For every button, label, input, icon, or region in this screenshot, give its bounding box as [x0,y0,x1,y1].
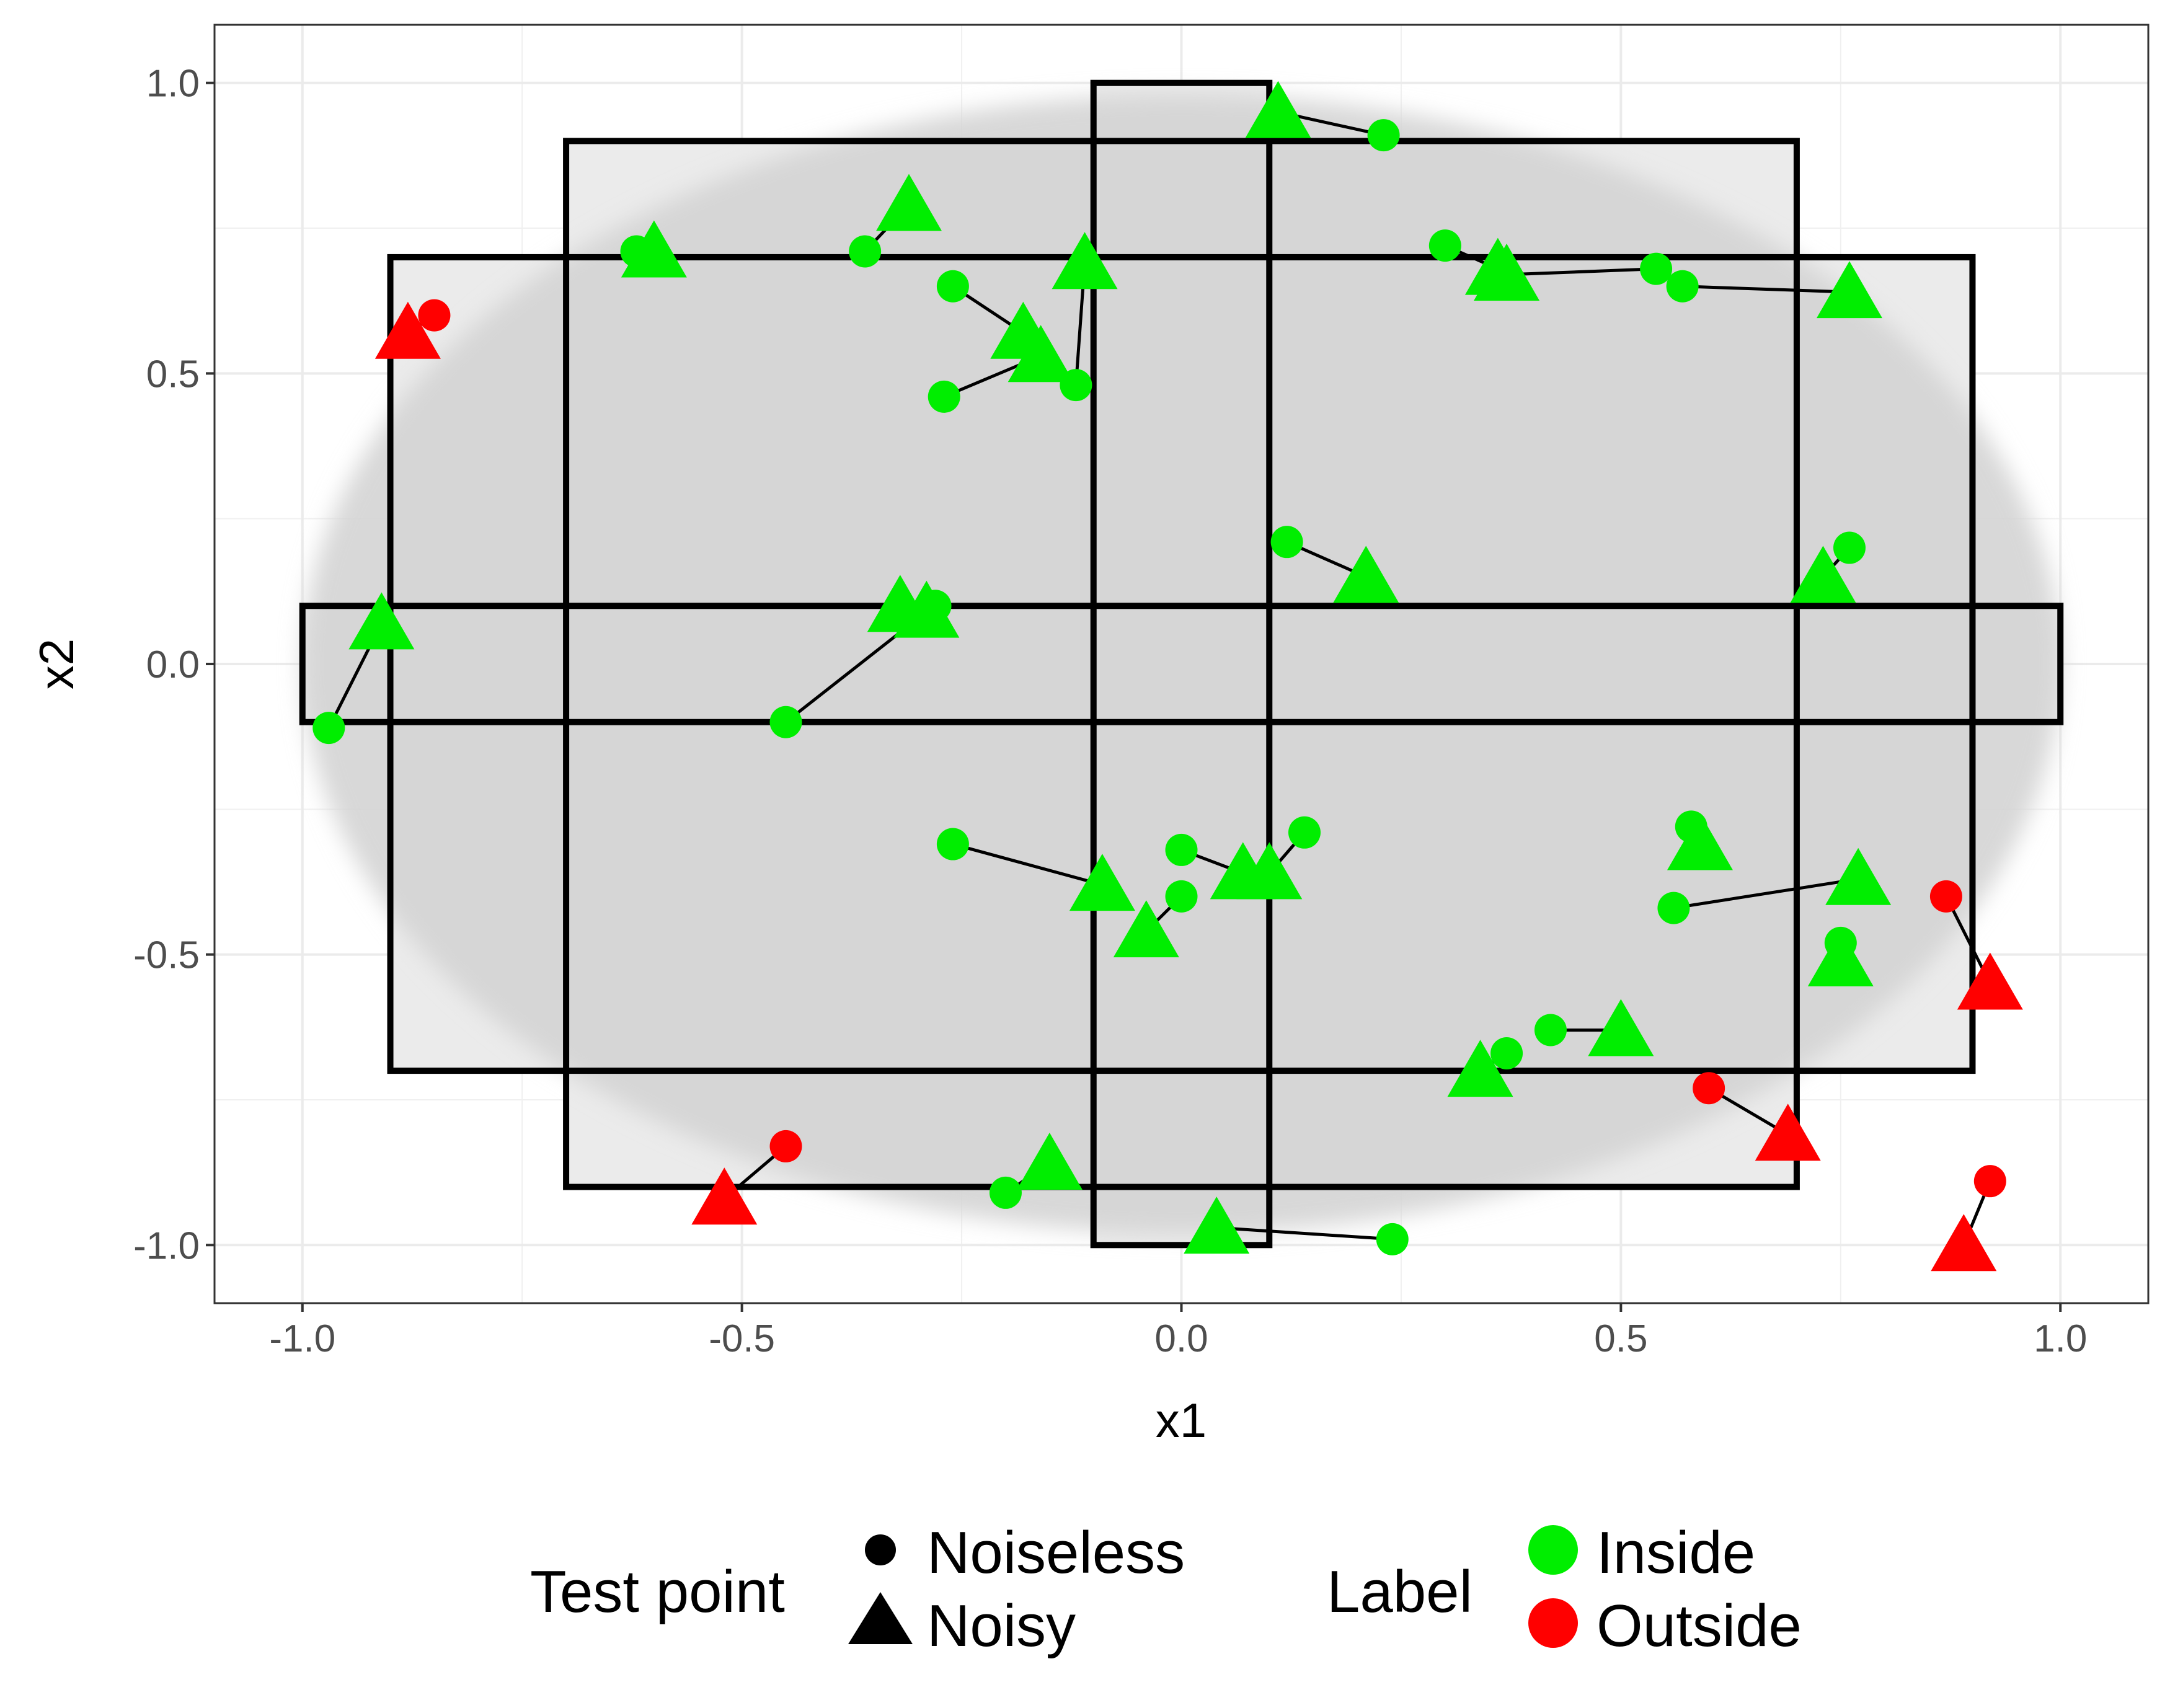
noisy-point [1807,929,1874,987]
noisy-point [1957,952,2023,1010]
noiseless-point [1657,892,1690,924]
y-tick-label: 0.0 [146,644,200,686]
x-tick-label: 0.5 [1594,1317,1647,1360]
y-tick-label: 0.5 [146,353,200,396]
region-outline [1090,79,1273,1249]
noiseless-point [1693,1072,1725,1105]
noiseless-point [1640,252,1673,285]
x-axis-ticks: -1.0 -0.5 0.0 0.5 1.0 [269,1303,2087,1360]
noiseless-point [928,380,960,413]
noiseless-point [1490,1037,1523,1069]
noisy-point [621,220,687,278]
legend: Test point Noiseless Noisy Label Inside … [530,1520,1802,1659]
noise-segment [1506,267,1657,277]
legend-outside-label: Outside [1596,1593,1802,1659]
noiseless-point [418,299,451,332]
noisy-point [1931,1214,1997,1272]
noisy-point [1790,546,1856,603]
noisy-point [374,301,441,359]
noiseless-point [849,235,882,268]
noisy-point [348,592,415,650]
legend-noiseless-swatch [865,1534,896,1565]
noisy-point [1588,999,1654,1056]
noiseless-point [769,1130,802,1162]
noiseless-point [769,706,802,738]
noiseless-point [1833,531,1866,564]
noisy-point [893,580,960,638]
noisy-point [1184,1197,1250,1254]
legend-inside-label: Inside [1596,1520,1755,1586]
noiseless-point [936,270,969,303]
region-outline [563,138,1800,1190]
x-axis-title: x1 [1156,1393,1207,1448]
noisy-point [1016,1133,1083,1190]
x-tick-label: 1.0 [2034,1317,2087,1360]
legend-noisy-swatch [848,1592,913,1644]
region-outline [387,254,1976,1074]
noiseless-point [1376,1223,1409,1255]
y-tick-label: -1.0 [133,1224,200,1267]
noisy-point [691,1167,758,1225]
point-markers [312,81,2023,1272]
noisy-point [1474,244,1540,301]
noiseless-point [1666,270,1699,303]
noiseless-point [989,1176,1022,1209]
legend-inside-swatch [1528,1525,1578,1575]
noisy-point [1069,854,1135,911]
x-tick-label: -1.0 [269,1317,335,1360]
noisy-point [1667,813,1733,870]
noiseless-point [1165,880,1198,913]
legend-color-title: Label [1327,1559,1472,1625]
y-tick-label: 1.0 [146,63,200,105]
noiseless-point [1270,526,1303,559]
noisy-point [1816,261,1882,319]
noiseless-point [1165,833,1198,866]
x-tick-label: 0.0 [1154,1317,1208,1360]
noise-segment [1673,877,1859,910]
noisy-point [1052,232,1118,290]
legend-noisy-label: Noisy [927,1593,1076,1659]
noisy-point [1245,81,1311,138]
y-tick-label: -0.5 [133,934,200,977]
noiseless-point [1534,1014,1567,1046]
legend-noiseless-label: Noiseless [927,1520,1185,1586]
legend-shape-title: Test point [530,1559,785,1625]
noiseless-point [1428,229,1461,262]
noiseless-point [1973,1165,2006,1198]
noiseless-point [1288,816,1321,849]
noisy-point [1755,1104,1821,1161]
y-axis-title: x2 [29,639,84,689]
noisy-point [1333,546,1399,603]
noiseless-point [1929,880,1962,913]
noise-segment [1216,1226,1393,1241]
noisy-point [1447,1040,1513,1097]
y-axis-ticks: -1.0 -0.5 0.0 0.5 1.0 [133,63,215,1267]
noise-segment [1682,285,1850,294]
region-outlines [299,79,2064,1249]
noiseless-point [936,828,969,861]
x-tick-label: -0.5 [709,1317,775,1360]
legend-outside-swatch [1528,1598,1578,1648]
noise-segment [952,843,1103,887]
noiseless-point [1367,119,1400,152]
noisy-point [1008,325,1074,383]
noisy-point [1236,842,1303,900]
background-ellipse [302,94,2061,1234]
noiseless-point [312,712,345,745]
region-outline [299,603,2064,725]
noisy-point [1825,847,1892,905]
noisy-point [876,174,942,231]
noisy-point [1113,900,1179,958]
